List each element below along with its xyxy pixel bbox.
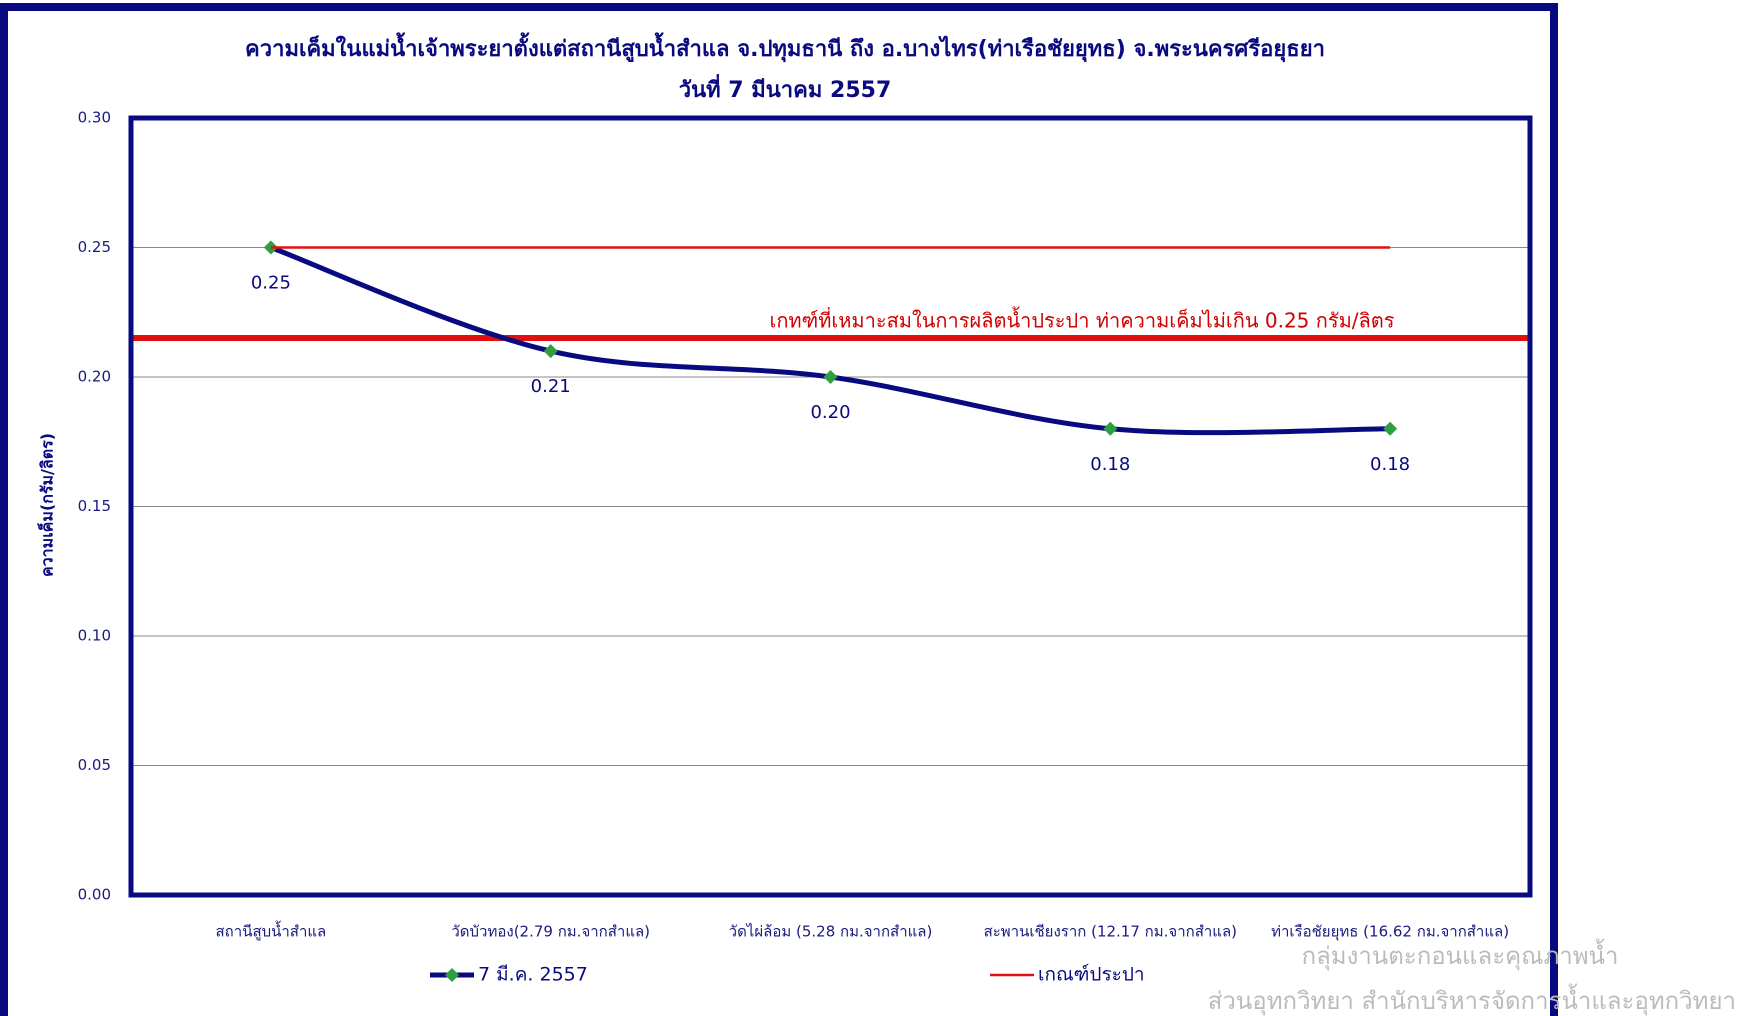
data-label: 0.18: [1370, 454, 1410, 475]
legend-marker: [445, 968, 459, 982]
y-tick-label: 0.15: [78, 497, 111, 515]
data-label: 0.20: [810, 402, 850, 423]
x-tick-label: สถานีสูบน้ำสำแล: [216, 921, 327, 941]
x-tick-label: วัดไผ่ล้อม (5.28 กม.จากสำแล): [729, 923, 933, 941]
plot-border: [128, 115, 1533, 898]
y-tick-label: 0.10: [78, 627, 111, 645]
marker: [823, 370, 838, 384]
chart-subtitle: วันที่ 7 มีนาคม 2557: [679, 73, 892, 103]
annotation: เกทฑ์ที่เหมาะสมในการผลิตน้ำประปา ท่าความ…: [769, 307, 1394, 333]
watermark: ส่วนอุทกวิทยา สำนักบริหารจัดการน้ำและอุท…: [1208, 983, 1736, 1016]
marker: [543, 344, 558, 359]
data-label: 0.21: [531, 376, 571, 397]
y-axis-label: ความเค็ม(กรัม/ลิตร): [36, 433, 57, 577]
y-tick-label: 0.30: [78, 109, 111, 127]
x-tick-label: วัดบัวทอง(2.79 กม.จากสำแล): [451, 923, 650, 941]
x-tick-label: สะพานเชียงราก (12.17 กม.จากสำแล): [984, 923, 1237, 941]
watermark: กลุ่มงานตะกอนและคุณภาพน้ำ: [1302, 938, 1619, 971]
y-tick-label: 0.20: [78, 368, 111, 386]
data-label: 0.25: [251, 273, 291, 294]
y-tick-label: 0.00: [78, 886, 111, 904]
y-tick-label: 0.25: [78, 238, 111, 256]
y-tick-label: 0.05: [78, 756, 111, 774]
legend-label: 7 มี.ค. 2557: [478, 964, 588, 986]
chart-title: ความเค็มในแม่น้ำเจ้าพระยาตั้งแต่สถานีสูบ…: [245, 32, 1325, 63]
marker: [1103, 421, 1118, 436]
legend-label: เกณฑ์ประปา: [1038, 964, 1145, 986]
marker: [1383, 421, 1398, 436]
x-tick-label: ท่าเรือชัยยุทธ (16.62 กม.จากสำแล): [1271, 923, 1509, 942]
frame: [0, 3, 1558, 1016]
data-label: 0.18: [1090, 454, 1130, 475]
